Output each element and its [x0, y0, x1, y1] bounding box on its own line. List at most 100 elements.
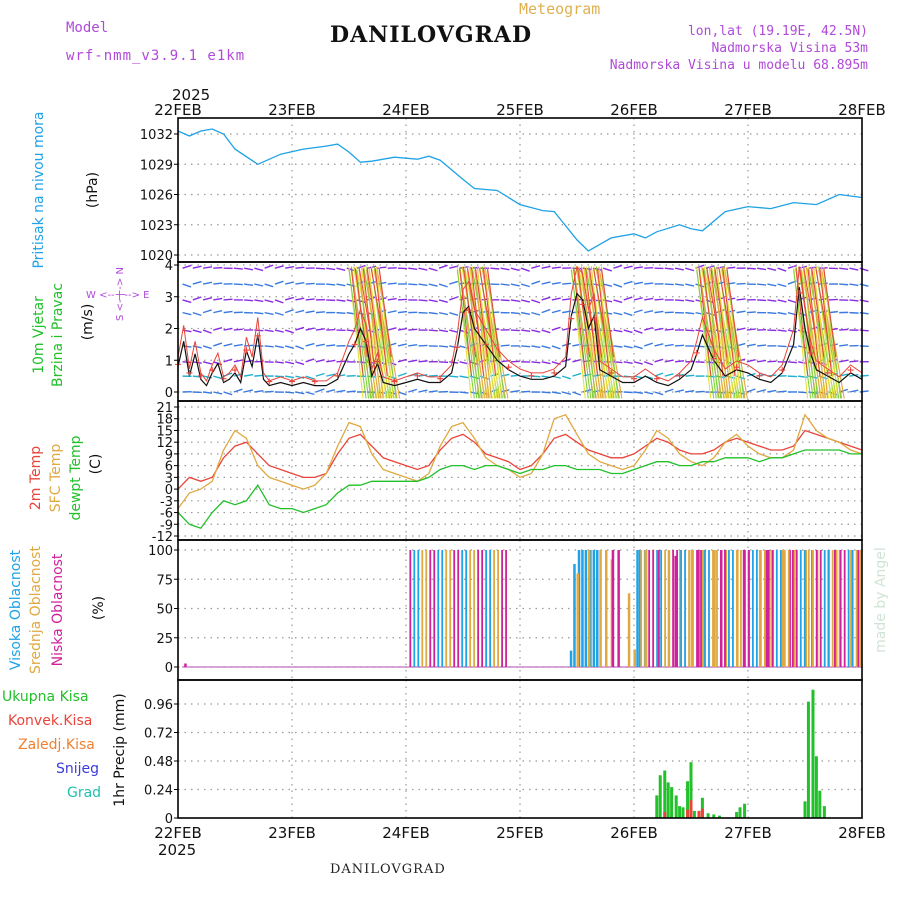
wind-barb — [387, 282, 397, 285]
wind-barb — [254, 374, 264, 377]
wind-barb — [274, 280, 284, 285]
wind-barb — [264, 299, 274, 303]
wind-barb — [305, 298, 315, 301]
x-tick-label-top: 24FEB — [382, 101, 429, 119]
cloud-bar — [765, 550, 769, 667]
cloud-bar — [485, 550, 488, 667]
precip-total-bar — [811, 689, 815, 818]
wind-barb — [746, 388, 756, 393]
wind-barb — [859, 283, 869, 287]
wind-marker — [631, 375, 637, 382]
cloud-bar — [627, 593, 631, 667]
wind-marker — [454, 344, 461, 351]
wind-barb — [254, 299, 264, 303]
cloud-bar — [779, 550, 782, 667]
low-cloud-axis-label: Niska Oblacnost — [50, 553, 66, 666]
cloud-bar — [859, 550, 862, 667]
wind-barb — [274, 311, 284, 316]
wind-barb — [182, 283, 192, 288]
wind-barb — [397, 391, 407, 396]
wind-barb — [644, 266, 654, 269]
wind-barb — [613, 264, 623, 269]
wind-barb — [213, 297, 223, 301]
cloud-bar — [815, 550, 818, 667]
chart-subtitle: Meteogram — [519, 0, 601, 18]
wind-marker — [232, 367, 238, 374]
wind-burst-red — [374, 268, 388, 377]
cloud-bar — [835, 550, 838, 667]
wind-barb — [531, 361, 541, 364]
panel-frame — [177, 679, 863, 819]
watermark: made by Angel — [873, 547, 889, 653]
wind-barb — [520, 283, 530, 288]
precip-total-bar — [803, 801, 807, 818]
x-tick-label-top: 25FEB — [496, 101, 543, 119]
wind-barb — [551, 309, 561, 314]
wind-barb — [787, 264, 797, 269]
wind-barb — [192, 296, 202, 301]
wind-barb — [418, 389, 428, 393]
cloud-bar — [775, 550, 778, 667]
wind-barb — [356, 299, 366, 304]
cloud-bar — [648, 550, 651, 667]
wind-barb — [644, 361, 654, 366]
wind-barb — [520, 267, 530, 272]
wind-marker — [847, 367, 854, 374]
wind-barb — [439, 361, 449, 364]
wind-burst-line — [590, 269, 609, 399]
wind-barb — [531, 265, 541, 269]
wind-gust-line — [177, 265, 863, 382]
wind-barb — [305, 310, 315, 314]
wind-barb — [213, 375, 223, 380]
precip-conv-bar — [686, 809, 690, 818]
wind-barb — [233, 343, 243, 347]
wind-barb — [397, 343, 407, 347]
cloud-bar — [413, 550, 416, 667]
wind-barb — [685, 390, 695, 393]
wind-barb — [510, 299, 520, 302]
wind-burst-red — [597, 268, 611, 377]
cloud-bar — [692, 550, 694, 667]
y-tick-label: 1020 — [140, 249, 173, 264]
cloud-bar — [425, 550, 428, 667]
wind-barb — [859, 299, 869, 303]
pressure-axis-label: Pritisak na nivou mora — [31, 111, 47, 268]
cloud-bar — [664, 550, 667, 667]
x-tick-label-top: 27FEB — [724, 101, 771, 119]
wind-barb — [295, 266, 305, 269]
temp-unit-label: (C) — [88, 454, 104, 475]
wind-barb — [254, 389, 264, 393]
wind-barb — [695, 345, 705, 348]
precip-total-bar — [689, 762, 693, 818]
cloud-bar — [781, 550, 785, 667]
wind-barb — [449, 296, 459, 301]
wind-barb — [828, 298, 838, 301]
wind-marker — [568, 315, 575, 322]
wind-barb — [674, 267, 685, 271]
wind-marker — [756, 372, 763, 379]
wind-barb — [408, 388, 418, 393]
wind-axis-label: 10m Vjetar — [31, 296, 47, 374]
wind-marker — [209, 367, 216, 374]
y-tick-label: 4 — [165, 259, 173, 274]
wind-barb — [623, 329, 633, 334]
wind-barb — [746, 359, 756, 363]
precip-total-bar — [692, 810, 696, 818]
wind-burst-red — [350, 268, 364, 377]
precip-total-bar — [686, 781, 690, 818]
wind-barb — [623, 391, 633, 394]
wind-barb — [777, 311, 787, 315]
wind-barb — [233, 359, 243, 363]
wind-marker — [197, 372, 204, 379]
wind-barb — [756, 389, 767, 393]
wind-barb — [264, 329, 274, 333]
wind-barb — [326, 267, 336, 271]
wind-barb — [644, 297, 654, 301]
wind-barb — [367, 281, 377, 285]
wind-marker — [437, 375, 444, 382]
wind-barb — [551, 281, 561, 285]
wind-barb — [839, 283, 849, 286]
y-tick-label: 0 — [165, 386, 173, 401]
wind-barb — [397, 310, 408, 314]
wind-barb — [685, 329, 695, 332]
